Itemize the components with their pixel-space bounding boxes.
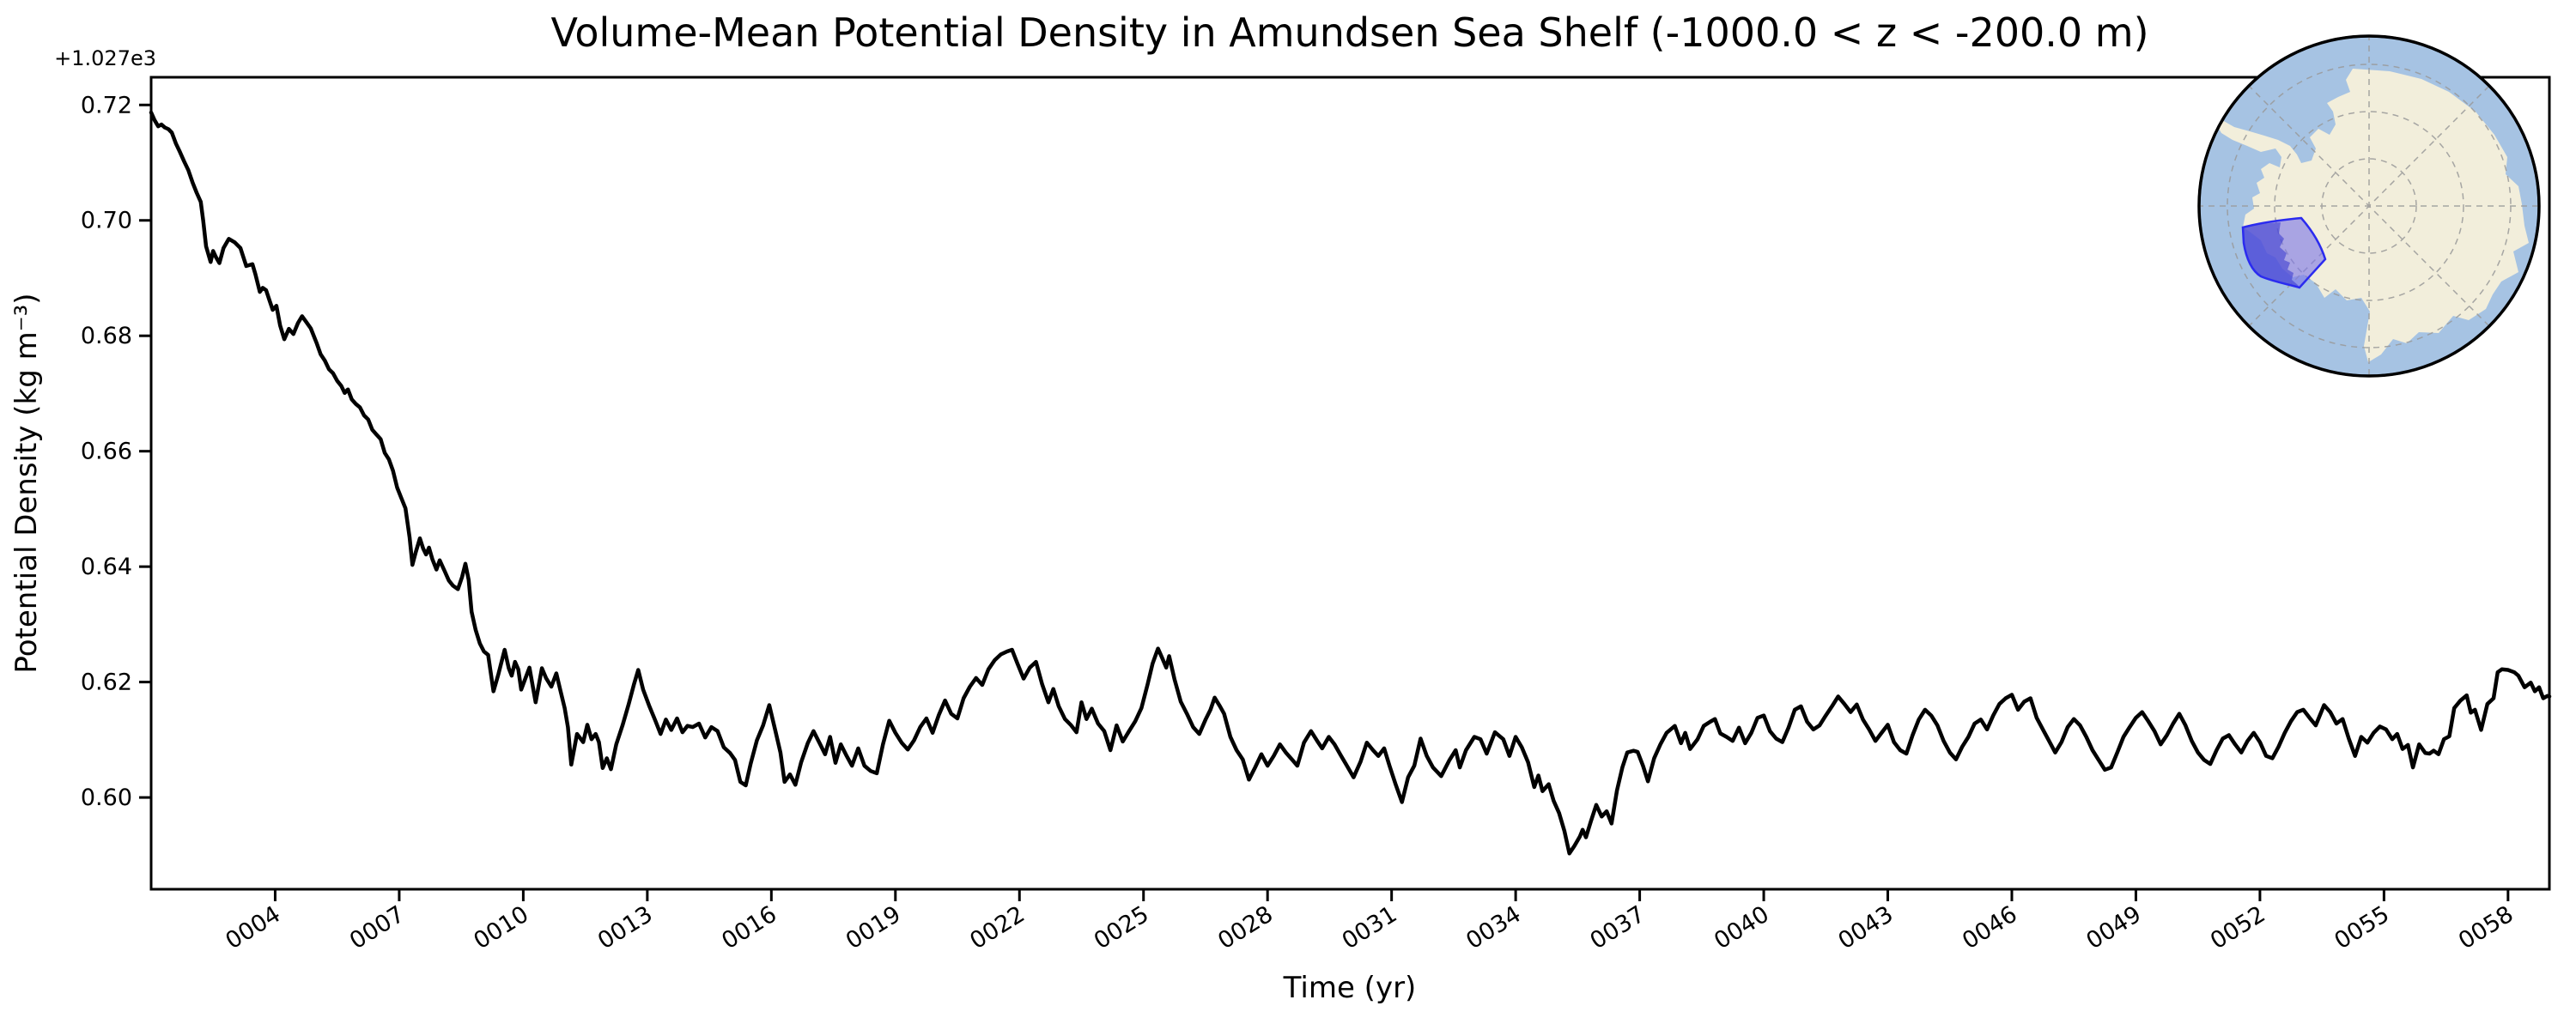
x-tick-label: 0004 <box>221 901 285 955</box>
x-tick-label: 0034 <box>1461 901 1526 955</box>
island <box>2293 185 2302 197</box>
y-tick-label: 0.70 <box>81 208 132 234</box>
chart-title: Volume-Mean Potential Density in Amundse… <box>550 9 2148 56</box>
x-tick-label: 0049 <box>2081 901 2146 955</box>
y-tick-label: 0.66 <box>81 439 132 465</box>
x-tick-label: 0019 <box>841 901 906 955</box>
x-tick-label: 0040 <box>1710 901 1774 955</box>
x-tick-label: 0016 <box>717 901 781 955</box>
x-tick-label: 0013 <box>593 901 658 955</box>
x-tick-label: 0055 <box>2330 901 2394 955</box>
x-tick-label: 0037 <box>1586 901 1650 955</box>
y-tick-label: 0.62 <box>81 670 132 696</box>
y-tick-label: 0.68 <box>81 323 132 349</box>
y-tick-label: 0.72 <box>81 92 132 118</box>
antarctica-landmass <box>2215 69 2529 362</box>
x-tick-label: 0046 <box>1958 901 2022 955</box>
y-axis-offset-label: +1.027e3 <box>54 46 156 70</box>
x-tick-label: 0052 <box>2206 901 2270 955</box>
inset-map <box>2197 34 2541 378</box>
graticule-lines <box>2200 37 2538 375</box>
x-tick-label: 0010 <box>469 901 533 955</box>
region-highlight-outline <box>2241 216 2327 289</box>
y-tick-label: 0.64 <box>81 554 132 580</box>
x-tick-label: 0025 <box>1090 901 1154 955</box>
y-axis-label: Potential Density (kg m⁻³) <box>9 293 44 673</box>
data-series-line <box>149 110 2552 856</box>
x-tick-label: 0028 <box>1213 901 1278 955</box>
x-tick-label: 0043 <box>1834 901 1899 955</box>
x-tick-label: 0031 <box>1338 901 1402 955</box>
x-tick-label: 0058 <box>2454 901 2518 955</box>
region-highlight-shelf <box>2243 222 2300 288</box>
axes-spines <box>149 76 2551 891</box>
map-outline <box>2197 34 2541 378</box>
x-tick-label: 0022 <box>965 901 1030 955</box>
x-axis-label: Time (yr) <box>1283 971 1417 1005</box>
y-tick-label: 0.60 <box>81 785 132 811</box>
x-tick-label: 0007 <box>345 901 410 955</box>
island <box>2281 170 2291 187</box>
